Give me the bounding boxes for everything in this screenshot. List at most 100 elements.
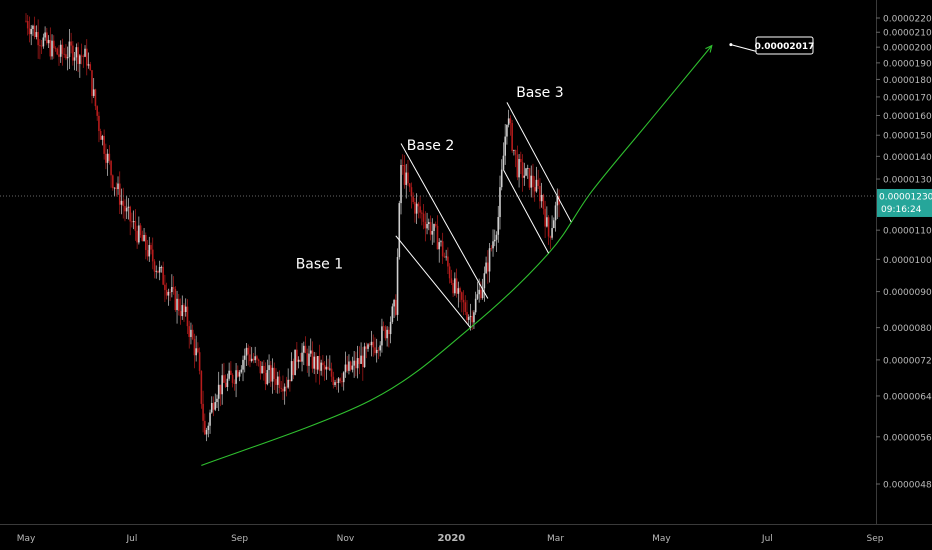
candle xyxy=(259,361,262,380)
current-price-value: 0.00001230 xyxy=(879,192,932,202)
candle xyxy=(165,282,168,300)
candle xyxy=(405,163,408,199)
candle xyxy=(296,342,298,371)
trend-line[interactable] xyxy=(506,102,572,223)
candle xyxy=(487,250,489,284)
candle xyxy=(389,316,392,344)
candle xyxy=(266,359,269,386)
candle xyxy=(523,162,526,186)
candle xyxy=(106,149,109,176)
candle xyxy=(115,182,118,197)
y-tick-label: 0.00001400 xyxy=(883,153,932,163)
candle xyxy=(412,192,414,205)
candle xyxy=(332,371,335,389)
x-tick-label: Jul xyxy=(125,534,137,544)
candle xyxy=(226,373,229,392)
candle xyxy=(304,336,307,354)
candle xyxy=(526,164,529,179)
trend-line[interactable] xyxy=(395,235,471,328)
trend-line[interactable] xyxy=(503,169,550,254)
candle xyxy=(40,40,43,55)
candle xyxy=(337,376,340,393)
candle xyxy=(118,171,121,214)
candle xyxy=(342,371,345,391)
y-tick-label: 0.00000900 xyxy=(883,288,932,298)
candle xyxy=(367,343,369,352)
candle xyxy=(146,240,149,261)
candle xyxy=(230,361,232,376)
candle xyxy=(80,43,83,65)
candle xyxy=(223,362,225,384)
candle xyxy=(65,44,67,61)
candle xyxy=(485,256,487,275)
candle xyxy=(427,218,430,231)
target-price-callout[interactable]: 0.00002017 xyxy=(755,36,815,55)
candle xyxy=(276,371,279,394)
candle xyxy=(398,200,401,260)
candle xyxy=(35,25,38,40)
candle xyxy=(391,303,394,324)
candle xyxy=(270,361,272,387)
x-tick-label: Sep xyxy=(231,534,248,544)
candle xyxy=(358,346,361,375)
candle xyxy=(447,247,449,275)
candle xyxy=(120,188,123,215)
candle xyxy=(419,195,421,219)
candle xyxy=(197,342,199,354)
candle xyxy=(172,276,175,295)
candle xyxy=(379,341,381,357)
y-tick-label: 0.00001300 xyxy=(883,176,932,186)
price-axis[interactable]: 0.00002200 0.00002100 0.00002000 0.00001900… xyxy=(876,15,932,491)
time-axis[interactable]: May Jul Sep Nov 2020 Mar May Jul Sep xyxy=(17,533,884,544)
candle xyxy=(221,363,223,405)
candle xyxy=(408,183,411,192)
candle xyxy=(271,358,274,394)
candle xyxy=(92,78,95,98)
candle xyxy=(89,61,92,71)
current-price-label[interactable]: 0.00001230 09:16:24 xyxy=(877,188,932,217)
candle xyxy=(158,260,161,281)
candle xyxy=(99,128,102,140)
y-tick-label: 0.00001000 xyxy=(883,256,932,266)
growth-curve[interactable] xyxy=(201,45,713,466)
candle xyxy=(410,182,413,209)
candle xyxy=(151,237,154,270)
candle xyxy=(429,215,432,241)
candle xyxy=(280,380,283,393)
candle xyxy=(377,347,380,360)
candle xyxy=(302,341,305,366)
candle xyxy=(195,335,197,362)
x-tick-label: Sep xyxy=(867,534,884,544)
candle xyxy=(275,368,277,393)
candle xyxy=(216,394,218,409)
candle xyxy=(176,290,178,324)
candle xyxy=(507,109,510,128)
candle xyxy=(553,217,555,229)
candle xyxy=(103,129,105,160)
candle xyxy=(299,353,302,363)
candle xyxy=(143,228,145,242)
candle xyxy=(348,354,350,375)
candle xyxy=(184,298,187,317)
candle xyxy=(82,54,85,68)
candle xyxy=(504,124,506,165)
candle xyxy=(285,376,288,397)
candle xyxy=(283,383,286,405)
candle xyxy=(164,274,166,303)
candle xyxy=(344,351,347,378)
candle xyxy=(540,182,543,208)
base-annotation: Base 1 xyxy=(296,257,343,273)
candle xyxy=(30,25,33,46)
candle xyxy=(141,230,144,242)
candle xyxy=(219,384,222,407)
trend-line[interactable] xyxy=(400,143,489,299)
candle xyxy=(518,154,520,188)
candle xyxy=(105,143,107,170)
x-tick-label: Nov xyxy=(337,534,355,544)
candle xyxy=(457,281,460,308)
y-tick-label: 0.00001700 xyxy=(883,93,932,103)
candle xyxy=(544,200,546,238)
candle xyxy=(207,422,210,438)
